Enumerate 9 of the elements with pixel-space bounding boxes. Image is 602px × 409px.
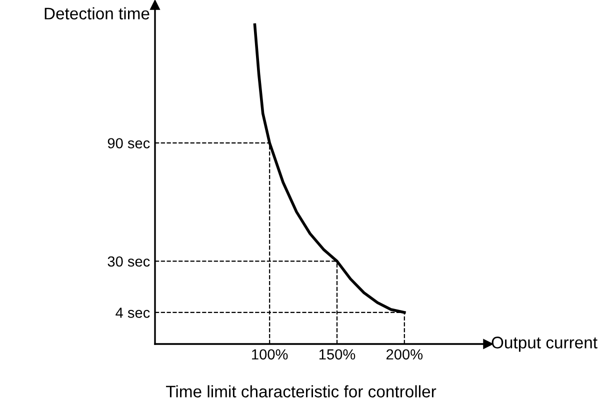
y-axis-title: Detection time bbox=[44, 7, 150, 20]
x-tick-label: 100% bbox=[252, 349, 288, 360]
x-axis-title: Output current bbox=[492, 336, 598, 352]
y-tick-label: 30 sec bbox=[108, 256, 150, 267]
x-tick-label: 150% bbox=[319, 349, 356, 360]
x-tick-label: 200% bbox=[386, 349, 423, 360]
text: Time limit characteristic for controller bbox=[166, 385, 436, 398]
y-tick-label: 90 sec bbox=[108, 138, 150, 148]
y-tick-label: 4 sec bbox=[116, 308, 150, 318]
